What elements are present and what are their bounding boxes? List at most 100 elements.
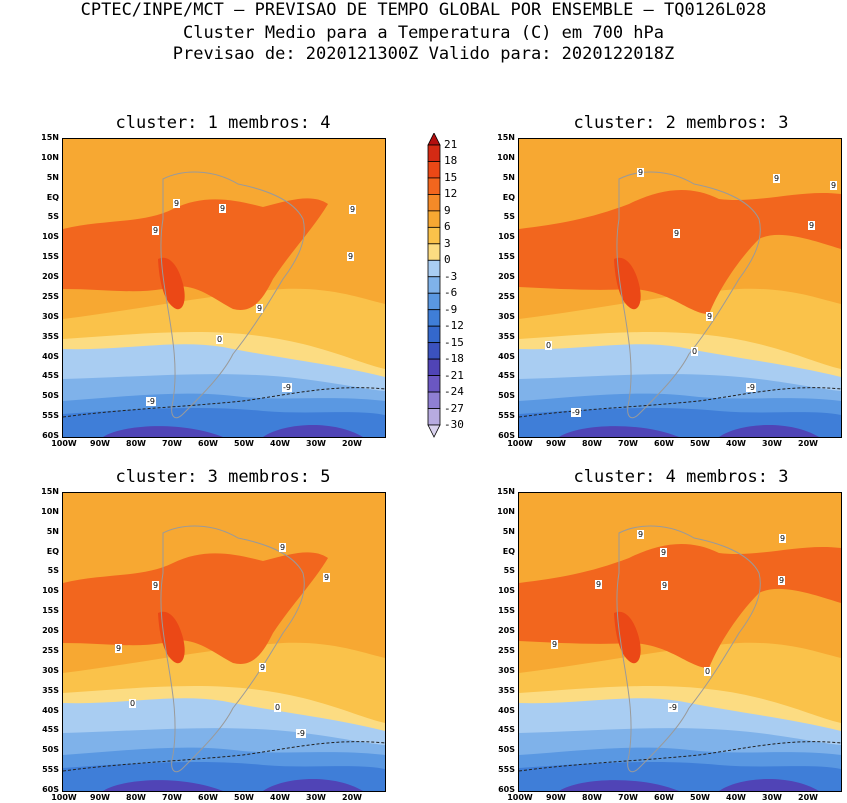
lon-tick-label: 80W — [582, 793, 602, 802]
coastline — [616, 171, 761, 419]
lat-tick-label: 30S — [498, 665, 515, 675]
colorbar-label: 18 — [444, 154, 458, 168]
lon-tick-label: 20W — [798, 793, 818, 802]
lat-tick-label: 60S — [498, 431, 515, 440]
colorbar-swatch — [427, 309, 441, 327]
colorbar-label: -24 — [444, 385, 464, 399]
temperature-band — [519, 189, 841, 314]
lat-tick-label: 35S — [42, 685, 59, 695]
colorbar-swatch — [427, 161, 441, 179]
lon-tick-label: 90W — [90, 439, 110, 448]
map-svg — [63, 139, 385, 437]
lat-tick-label: 15N — [497, 133, 515, 142]
lon-tick-label: 90W — [546, 439, 566, 448]
lon-tick-label: 60W — [198, 793, 218, 802]
lon-tick-label: 90W — [90, 793, 110, 802]
lat-tick-label: 20S — [498, 272, 515, 282]
contour-minus9 — [63, 741, 385, 772]
lat-tick-label: 5N — [502, 526, 515, 536]
colorbar-top-arrow — [427, 132, 441, 146]
contour-label: -9 — [146, 397, 156, 406]
lon-tick-label: 30W — [306, 793, 326, 802]
contour-label: 0 — [274, 703, 282, 712]
contour-label: -9 — [668, 703, 678, 712]
lat-tick-label: 10S — [498, 586, 515, 596]
lat-tick-label: 10S — [42, 232, 59, 242]
map-svg — [519, 493, 841, 791]
lon-tick-label: 50W — [234, 439, 254, 448]
lat-tick-label: EQ — [502, 546, 515, 556]
title-line-3: Previsao de: 2020121300Z Valido para: 20… — [172, 44, 675, 64]
colorbar-swatch — [427, 226, 441, 245]
lat-tick-label: 20S — [498, 626, 515, 636]
lon-tick-label: 50W — [234, 793, 254, 802]
lon-tick-label: 60W — [654, 793, 674, 802]
coastline — [160, 171, 305, 419]
contour-label: 0 — [704, 667, 712, 676]
lat-tick-label: 50S — [498, 745, 515, 755]
colorbar-swatch — [427, 144, 441, 162]
colorbar-swatch — [427, 177, 441, 195]
lon-tick-label: 70W — [618, 793, 638, 802]
contour-minus9 — [519, 741, 841, 772]
temperature-band — [559, 424, 819, 437]
contour-label: 9 — [660, 548, 668, 557]
colorbar-label: 3 — [444, 236, 451, 250]
lat-tick-label: 15S — [498, 606, 515, 616]
lat-tick-label: 55S — [42, 765, 59, 775]
colorbar-label: 9 — [444, 203, 451, 217]
colorbar-label: -30 — [444, 418, 464, 431]
contour-label: 9 — [551, 640, 559, 649]
lon-tick-label: 50W — [690, 793, 710, 802]
temperature-band — [519, 543, 841, 668]
map-panel — [518, 138, 842, 438]
lat-tick-label: 5N — [46, 172, 59, 182]
lat-tick-label: 25S — [42, 291, 59, 301]
lon-tick-label: 20W — [798, 439, 818, 448]
colorbar-label: -15 — [444, 335, 464, 349]
colorbar-swatch — [427, 391, 441, 409]
lat-tick-label: 50S — [42, 745, 59, 755]
coastline — [160, 525, 305, 773]
colorbar-label: 6 — [444, 220, 451, 234]
lat-tick-label: 5S — [503, 212, 515, 222]
contour-label: 9 — [808, 221, 816, 230]
lat-tick-label: 20S — [42, 626, 59, 636]
contour-label: 9 — [279, 543, 287, 552]
lon-tick-label: 50W — [690, 439, 710, 448]
contour-label: 9 — [219, 204, 227, 213]
lat-tick-label: 60S — [498, 785, 515, 794]
colorbar-swatch — [427, 408, 441, 426]
lat-tick-label: 50S — [498, 391, 515, 401]
lat-tick-label: 50S — [42, 391, 59, 401]
map-svg — [519, 139, 841, 437]
colorbar-label: 12 — [444, 187, 458, 201]
contour-label: 9 — [347, 252, 355, 261]
colorbar-label: -21 — [444, 368, 464, 382]
panel-title: cluster: 4 membros: 3 — [573, 467, 789, 487]
lon-tick-label: 70W — [618, 439, 638, 448]
lat-tick-label: 45S — [42, 371, 59, 381]
title-line-2: Cluster Medio para a Temperatura (C) em … — [182, 23, 665, 43]
lat-tick-label: EQ — [502, 192, 515, 202]
colorbar-label: 15 — [444, 170, 458, 184]
lat-tick-label: 5N — [46, 526, 59, 536]
lon-tick-label: 30W — [762, 439, 782, 448]
colorbar-swatch — [427, 375, 441, 393]
map-panel — [518, 492, 842, 792]
contour-label: 0 — [545, 341, 553, 350]
lat-tick-label: 10N — [41, 152, 59, 162]
contour-label: -9 — [282, 383, 292, 392]
colorbar-label: -9 — [444, 302, 458, 316]
lat-tick-label: 30S — [498, 311, 515, 321]
lat-tick-label: 25S — [42, 645, 59, 655]
temperature-band — [103, 778, 363, 791]
contour-label: 9 — [115, 644, 123, 653]
lat-tick-label: 10S — [42, 586, 59, 596]
lon-tick-label: 40W — [270, 793, 290, 802]
lat-tick-label: 15S — [498, 252, 515, 262]
contour-label: -9 — [296, 729, 306, 738]
lat-tick-label: 35S — [498, 331, 515, 341]
contour-label: 0 — [691, 347, 699, 356]
lon-tick-label: 80W — [126, 793, 146, 802]
